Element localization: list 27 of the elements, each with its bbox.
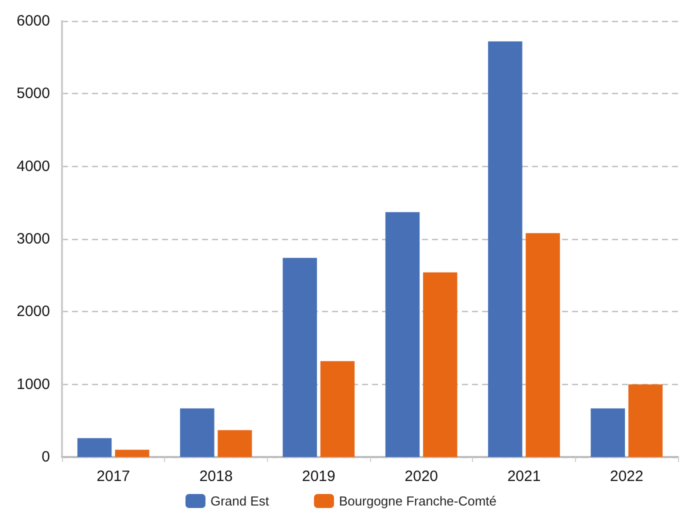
y-tick-label: 4000 (16, 158, 50, 175)
x-tick-label: 2022 (610, 468, 644, 485)
y-tick-label: 2000 (16, 303, 50, 320)
y-tick-label: 1000 (16, 376, 50, 393)
y-tick-label: 3000 (16, 230, 50, 248)
bar (180, 408, 214, 457)
y-tick-label: 5000 (16, 85, 50, 102)
y-tick-label: 6000 (16, 12, 50, 30)
legend-label: Grand Est (210, 494, 270, 508)
bar (526, 233, 560, 457)
bar (218, 430, 252, 457)
x-tick-label: 2019 (302, 468, 336, 485)
legend-label: Bourgogne Franche-Comté (339, 494, 497, 508)
bar (385, 212, 420, 457)
x-tick-label: 2017 (96, 468, 130, 485)
x-tick-label: 2020 (404, 468, 438, 485)
bar (77, 438, 112, 457)
bar (628, 384, 663, 457)
bar (488, 41, 522, 457)
x-tick-label: 2021 (507, 468, 541, 485)
bar (423, 272, 458, 457)
bar (320, 361, 355, 457)
bar (590, 408, 625, 457)
x-tick-label: 2018 (199, 468, 233, 485)
bar (282, 258, 317, 457)
bar (115, 450, 150, 457)
y-tick-label: 0 (42, 448, 50, 466)
